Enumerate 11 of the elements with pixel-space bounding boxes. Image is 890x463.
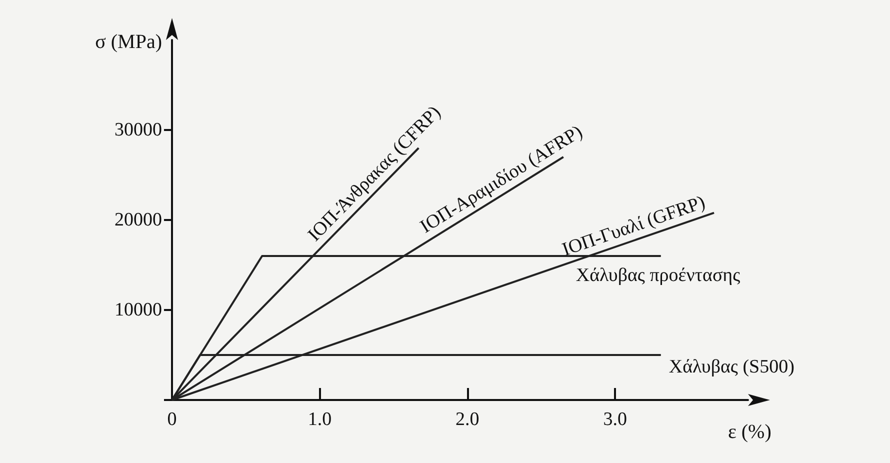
x-axis-title: ε (%) xyxy=(728,421,772,443)
x-tick-label: 0 xyxy=(167,409,177,430)
x-tick-label: 1.0 xyxy=(308,409,332,430)
series-label: Χάλυβας προέντασης xyxy=(576,265,741,286)
y-axis-title: σ (MPa) xyxy=(95,31,162,53)
y-tick-label: 30000 xyxy=(114,120,162,140)
x-tick-label: 2.0 xyxy=(456,409,480,430)
y-tick-label: 10000 xyxy=(114,300,162,320)
series-label: Χάλυβας (S500) xyxy=(668,356,794,378)
y-tick-label: 20000 xyxy=(114,210,162,230)
x-tick-label: 3.0 xyxy=(603,409,627,430)
